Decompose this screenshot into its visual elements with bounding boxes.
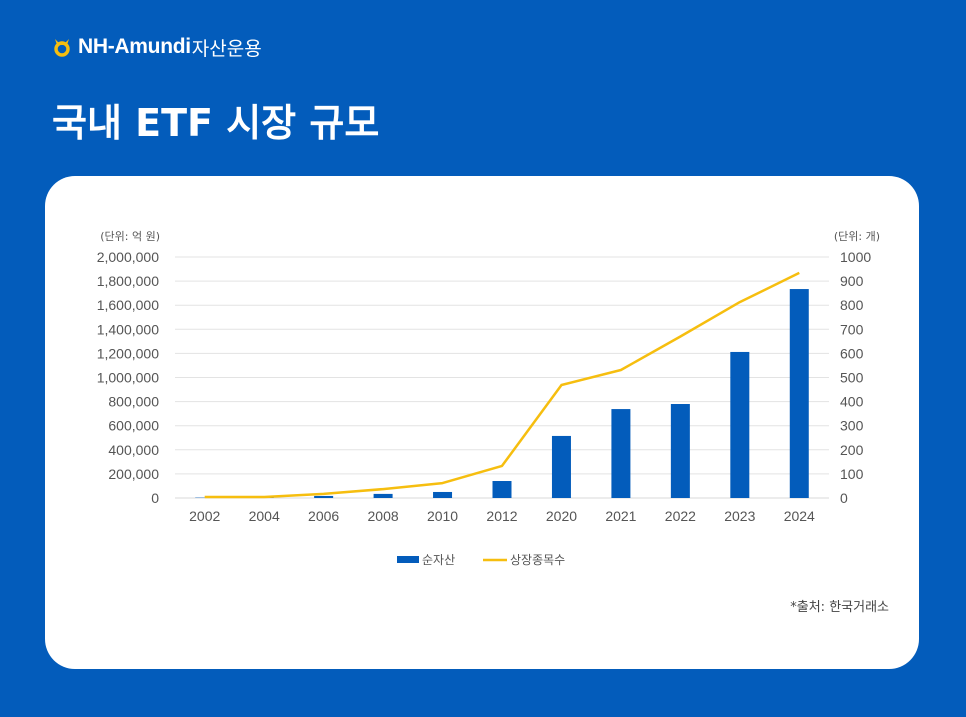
left-axis-tick-label: 200,000 (108, 466, 159, 482)
left-axis-tick-label: 1,200,000 (97, 345, 159, 361)
right-axis-tick-label: 800 (840, 297, 864, 313)
right-axis-tick-label: 900 (840, 273, 864, 289)
bar-2008 (373, 493, 393, 498)
left-axis-tick-label: 400,000 (108, 442, 159, 458)
left-axis-tick-label: 2,000,000 (97, 249, 159, 265)
logo-suffix-text: 자산운용 (191, 37, 262, 60)
bar-2023 (730, 351, 750, 498)
x-axis-tick-label: 2006 (308, 508, 339, 524)
x-axis-tick-label: 2008 (368, 508, 399, 524)
left-axis-tick-label: 800,000 (108, 394, 159, 410)
left-axis-tick-label: 1,800,000 (97, 273, 159, 289)
x-axis-ticks: 2002 2004 2006 2008 2010 2012 2020 2021 2022 2023… (189, 508, 815, 524)
legend-swatch-bar (397, 556, 419, 563)
right-axis-tick-label: 0 (840, 490, 848, 506)
x-axis-tick-label: 2021 (605, 508, 636, 524)
right-axis-tick-label: 700 (840, 321, 864, 337)
legend: 순자산 상장종목수 (397, 553, 565, 567)
x-axis-tick-label: 2012 (486, 508, 517, 524)
right-axis-ticks: 0 100 200 300 400 500 600 700 800 900 1000 (840, 249, 871, 506)
x-axis-tick-label: 2010 (427, 508, 458, 524)
right-axis-tick-label: 500 (840, 370, 864, 386)
source-note: *출처: 한국거래소 (790, 600, 889, 615)
left-axis-unit: (단위: 억 원) (100, 230, 160, 243)
line-series-listed-count (204, 271, 800, 499)
left-axis-ticks: 0 200,000 400,000 600,000 800,000 1,000,000 1,… (97, 249, 160, 506)
bar-2010 (433, 491, 453, 498)
etf-market-chart: 0 200,000 400,000 600,000 800,000 1,000,000 1,… (97, 230, 880, 567)
left-axis-tick-label: 1,000,000 (97, 370, 159, 386)
right-axis-tick-label: 300 (840, 418, 864, 434)
x-axis-tick-label: 2002 (189, 508, 220, 524)
bar-2012 (492, 481, 512, 498)
right-axis-tick-label: 100 (840, 466, 864, 482)
left-axis-tick-label: 600,000 (108, 418, 159, 434)
page-title: 국내 ETF 시장 규모 (52, 101, 380, 145)
x-axis-tick-label: 2022 (665, 508, 696, 524)
bar-2021 (611, 409, 631, 498)
right-axis-unit: (단위: 개) (834, 230, 880, 243)
left-axis-tick-label: 1,400,000 (97, 321, 159, 337)
bar-2020 (551, 435, 571, 498)
legend-label-bar: 순자산 (422, 553, 455, 567)
gridlines (175, 256, 829, 499)
right-axis-tick-label: 600 (840, 345, 864, 361)
chart-card: 0 200,000 400,000 600,000 800,000 1,000,000 1,… (45, 176, 919, 669)
left-axis-tick-label: 1,600,000 (97, 297, 159, 313)
right-axis-tick-label: 400 (840, 394, 864, 410)
x-axis-tick-label: 2020 (546, 508, 577, 524)
bar-2022 (670, 404, 690, 498)
brand-logo: NH-Amundi 자산운용 (52, 34, 262, 60)
right-axis-tick-label: 1000 (840, 249, 871, 265)
legend-label-line: 상장종목수 (510, 553, 565, 567)
x-axis-tick-label: 2024 (784, 508, 815, 524)
bar-2006 (314, 495, 334, 498)
bar-2024 (789, 289, 809, 498)
logo-brand-text: NH-Amundi (78, 35, 191, 58)
right-axis-tick-label: 200 (840, 442, 864, 458)
bar-series (195, 289, 809, 498)
x-axis-tick-label: 2023 (724, 508, 755, 524)
left-axis-tick-label: 0 (151, 490, 159, 506)
x-axis-tick-label: 2004 (249, 508, 280, 524)
nh-logo-icon (54, 39, 70, 57)
